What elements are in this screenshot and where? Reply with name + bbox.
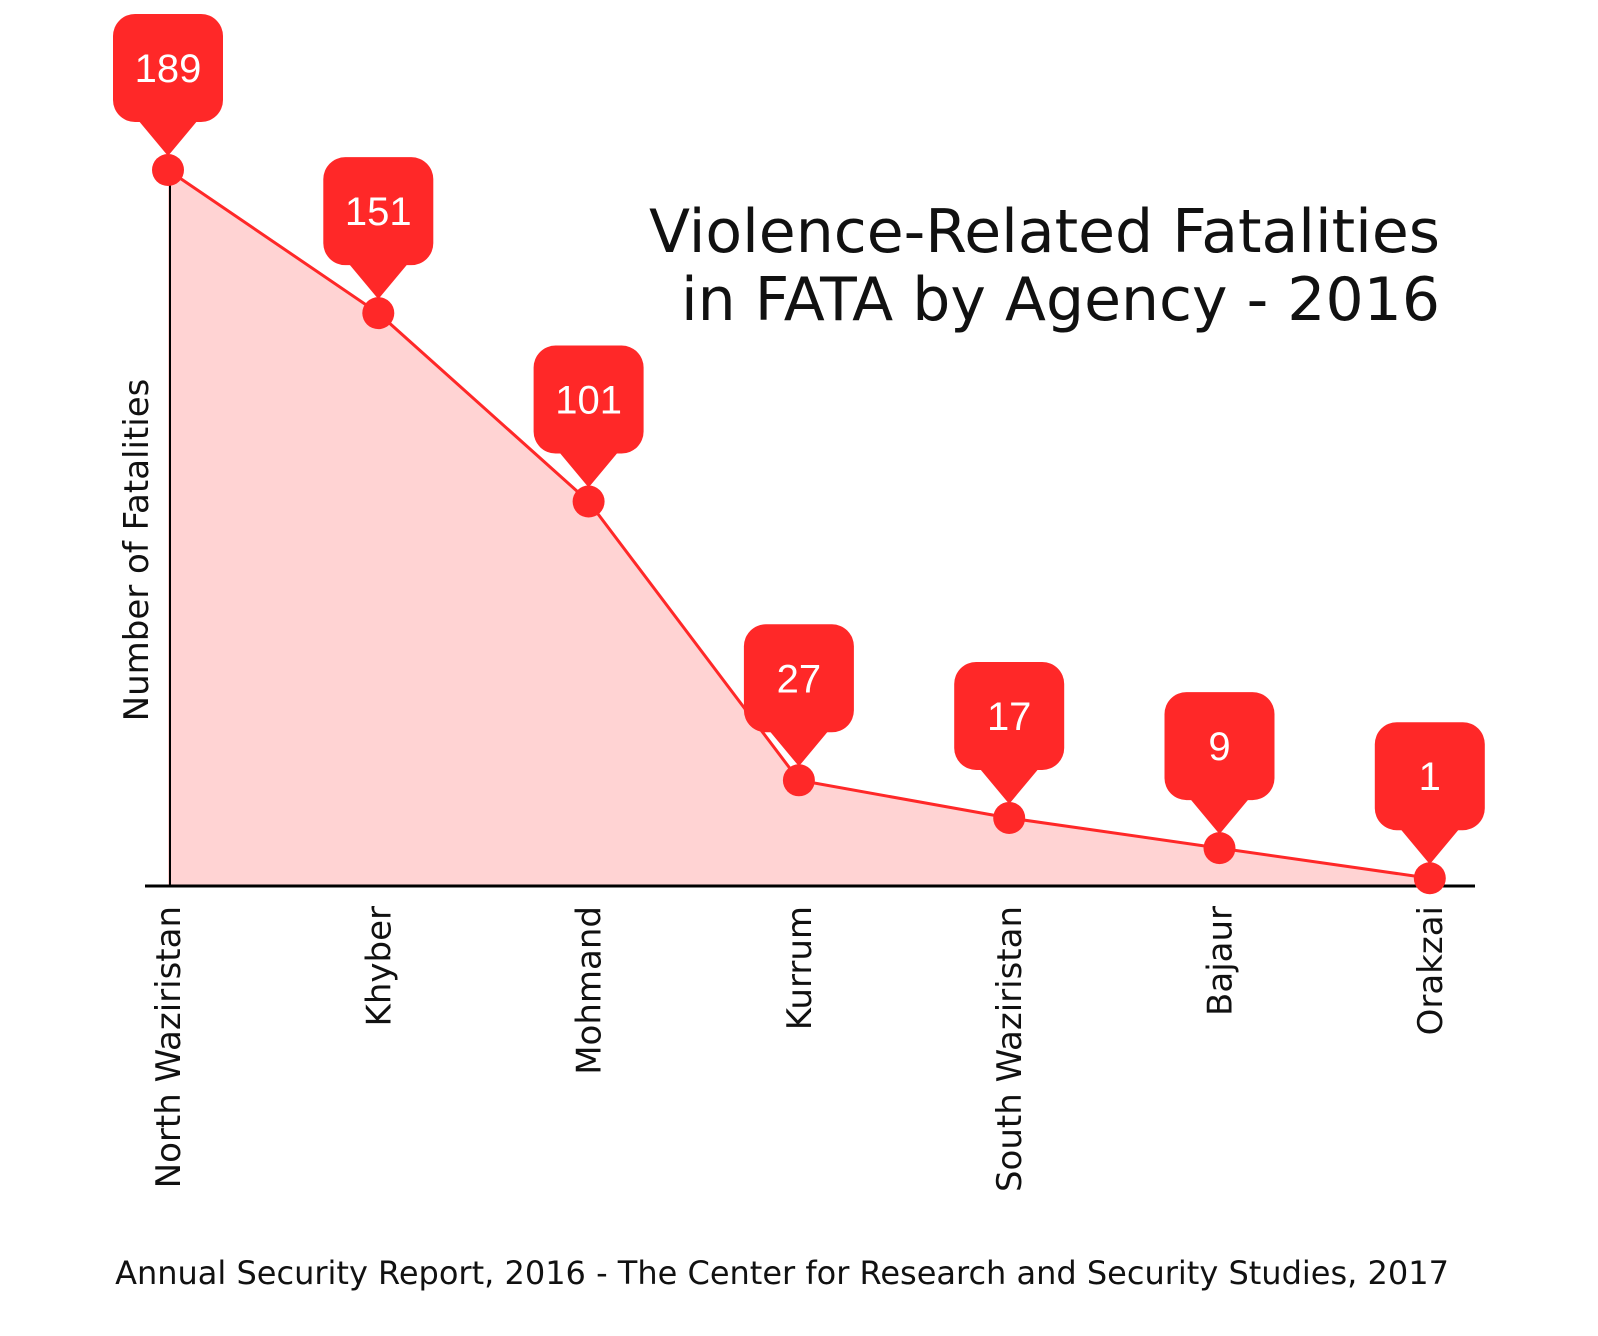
data-label: 151 — [345, 190, 412, 234]
data-point — [1203, 832, 1236, 865]
x-tick-label: Khyber — [359, 906, 399, 1026]
data-label: 189 — [135, 47, 202, 91]
data-point — [572, 485, 605, 518]
source-note: Annual Security Report, 2016 - The Cente… — [115, 1254, 1449, 1292]
x-tick-label: North Waziristan — [149, 906, 189, 1188]
data-label: 27 — [777, 657, 822, 701]
data-label: 1 — [1419, 755, 1441, 799]
callout-pointer — [1189, 798, 1250, 835]
data-label: 101 — [555, 379, 622, 423]
callout-box — [323, 157, 434, 266]
data-label-callout: 151 — [323, 157, 434, 300]
data-label-callout: 101 — [533, 345, 644, 488]
data-label-callout: 189 — [113, 14, 223, 156]
data-point — [152, 154, 184, 186]
data-point — [993, 801, 1026, 834]
data-label: 17 — [987, 695, 1032, 739]
chart-title-line-1: Violence-Related Fatalities — [649, 197, 1440, 267]
callout-pointer — [348, 263, 409, 300]
callout-box — [113, 14, 223, 122]
y-axis-label: Number of Fatalities — [117, 379, 157, 722]
x-tick-label: Kurrum — [780, 906, 820, 1030]
data-label-callout: 17 — [954, 661, 1065, 804]
callout-box — [1374, 722, 1485, 831]
data-label-callout: 1 — [1374, 722, 1485, 865]
callout-pointer — [138, 120, 198, 156]
x-tick-label: Orakzai — [1411, 906, 1451, 1035]
callout-box — [1164, 692, 1275, 801]
x-tick-label: Mohmand — [570, 906, 610, 1075]
callout-pointer — [558, 451, 619, 488]
area-fill — [168, 170, 1430, 886]
chart-title-line-2: in FATA by Agency - 2016 — [681, 265, 1440, 335]
x-tick-label: South Waziristan — [990, 906, 1030, 1192]
data-point — [1413, 862, 1446, 895]
data-label: 9 — [1208, 725, 1230, 769]
data-label-callout: 27 — [743, 624, 854, 767]
data-label-callout: 9 — [1164, 692, 1275, 835]
data-point — [362, 297, 395, 330]
callout-box — [533, 345, 644, 454]
callout-box — [954, 661, 1065, 770]
callout-pointer — [1399, 828, 1460, 865]
data-point — [782, 764, 815, 797]
callout-box — [743, 624, 854, 733]
callout-pointer — [979, 767, 1040, 804]
callout-pointer — [768, 730, 829, 767]
x-tick-label: Bajaur — [1201, 906, 1241, 1016]
